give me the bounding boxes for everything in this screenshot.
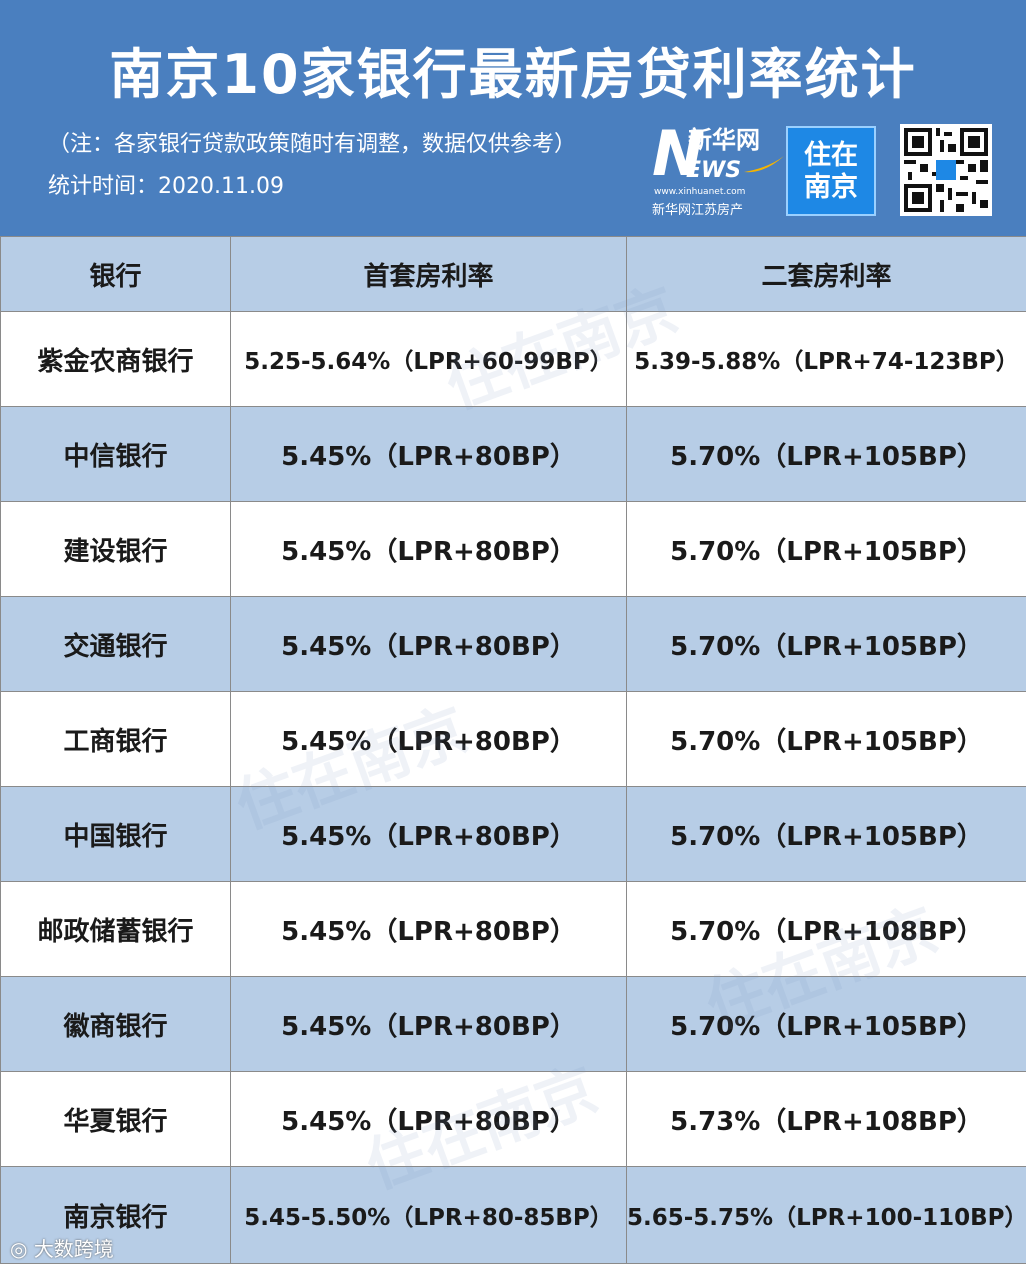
rates-table: 银行 首套房利率 二套房利率 紫金农商银行 5.25-5.64%（LPR+60-… — [0, 236, 1026, 1264]
bank-name: 华夏银行 — [0, 1071, 231, 1167]
stat-date: 统计时间：2020.11.09 — [48, 174, 284, 199]
second-home-rate: 5.70%（LPR+108BP） — [626, 881, 1026, 977]
second-home-rate: 5.65-5.75%（LPR+100-110BP） — [626, 1166, 1026, 1264]
bank-name: 南京银行 — [0, 1166, 231, 1264]
xinhua-logo-sub: 新华网江苏房产 — [652, 203, 744, 218]
first-home-rate: 5.45%（LPR+80BP） — [230, 596, 627, 692]
bank-name: 交通银行 — [0, 596, 231, 692]
second-home-rate: 5.70%（LPR+105BP） — [626, 406, 1026, 502]
first-home-rate: 5.45%（LPR+80BP） — [230, 501, 627, 597]
table-header-row: 银行 首套房利率 二套房利率 — [0, 236, 1026, 312]
table-row: 邮政储蓄银行 5.45%（LPR+80BP） 5.70%（LPR+108BP） — [0, 881, 1026, 977]
qr-code-icon — [900, 124, 992, 216]
footer-watermark-text: 大数跨境 — [33, 1237, 114, 1261]
xinhua-logo-url: www.xinhuanet.com — [654, 187, 746, 197]
table-row: 徽商银行 5.45%（LPR+80BP） 5.70%（LPR+105BP） — [0, 976, 1026, 1072]
bank-name: 中信银行 — [0, 406, 231, 502]
zhuzai-logo-line2: 南京 — [804, 172, 858, 203]
qr-code-graphic — [900, 124, 992, 216]
table-row: 工商银行 5.45%（LPR+80BP） 5.70%（LPR+105BP） — [0, 691, 1026, 787]
first-home-rate: 5.45%（LPR+80BP） — [230, 1071, 627, 1167]
first-home-rate: 5.45%（LPR+80BP） — [230, 406, 627, 502]
table-row: 紫金农商银行 5.25-5.64%（LPR+60-99BP） 5.39-5.88… — [0, 311, 1026, 407]
zhuzai-logo-line1: 住在 — [804, 140, 858, 171]
disclaimer-note: （注：各家银行贷款政策随时有调整，数据仅供参考） — [48, 132, 577, 157]
footer-logo-icon: ◎ — [10, 1237, 34, 1261]
xinhua-logo-cn: 新华网 — [688, 126, 760, 154]
first-home-rate: 5.45-5.50%（LPR+80-85BP） — [230, 1166, 627, 1264]
second-home-rate: 5.70%（LPR+105BP） — [626, 691, 1026, 787]
header-first-home-rate: 首套房利率 — [230, 236, 627, 312]
bank-name: 徽商银行 — [0, 976, 231, 1072]
page-title: 南京10家银行最新房贷利率统计 — [109, 43, 917, 106]
header-banner: 南京10家银行最新房贷利率统计 （注：各家银行贷款政策随时有调整，数据仅供参考）… — [0, 0, 1026, 236]
second-home-rate: 5.70%（LPR+105BP） — [626, 596, 1026, 692]
second-home-rate: 5.70%（LPR+105BP） — [626, 976, 1026, 1072]
table-row: 华夏银行 5.45%（LPR+80BP） 5.73%（LPR+108BP） — [0, 1071, 1026, 1167]
xinhua-logo-n: N — [652, 117, 704, 190]
bank-name: 紫金农商银行 — [0, 311, 231, 407]
swoosh-icon — [744, 156, 784, 173]
second-home-rate: 5.70%（LPR+105BP） — [626, 501, 1026, 597]
table-row: 中国银行 5.45%（LPR+80BP） 5.70%（LPR+105BP） — [0, 786, 1026, 882]
table-row: 中信银行 5.45%（LPR+80BP） 5.70%（LPR+105BP） — [0, 406, 1026, 502]
first-home-rate: 5.45%（LPR+80BP） — [230, 786, 627, 882]
header-bank: 银行 — [0, 236, 231, 312]
zhuzai-nanjing-logo: 住在 南京 — [786, 126, 876, 216]
second-home-rate: 5.73%（LPR+108BP） — [626, 1071, 1026, 1167]
first-home-rate: 5.45%（LPR+80BP） — [230, 881, 627, 977]
footer-watermark: ◎ 大数跨境 — [10, 1236, 114, 1262]
bank-name: 中国银行 — [0, 786, 231, 882]
first-home-rate: 5.25-5.64%（LPR+60-99BP） — [230, 311, 627, 407]
second-home-rate: 5.39-5.88%（LPR+74-123BP） — [626, 311, 1026, 407]
bank-name: 建设银行 — [0, 501, 231, 597]
header-second-home-rate: 二套房利率 — [626, 236, 1026, 312]
bank-name: 邮政储蓄银行 — [0, 881, 231, 977]
xinhua-news-logo: N 新华网 EWS www.xinhuanet.com 新华网江苏房产 — [652, 117, 784, 222]
second-home-rate: 5.70%（LPR+105BP） — [626, 786, 1026, 882]
table-row: 建设银行 5.45%（LPR+80BP） 5.70%（LPR+105BP） — [0, 501, 1026, 597]
xinhua-logo-ews: EWS — [686, 158, 742, 183]
bank-name: 工商银行 — [0, 691, 231, 787]
table-row: 交通银行 5.45%（LPR+80BP） 5.70%（LPR+105BP） — [0, 596, 1026, 692]
table-row: 南京银行 5.45-5.50%（LPR+80-85BP） 5.65-5.75%（… — [0, 1166, 1026, 1264]
first-home-rate: 5.45%（LPR+80BP） — [230, 691, 627, 787]
first-home-rate: 5.45%（LPR+80BP） — [230, 976, 627, 1072]
